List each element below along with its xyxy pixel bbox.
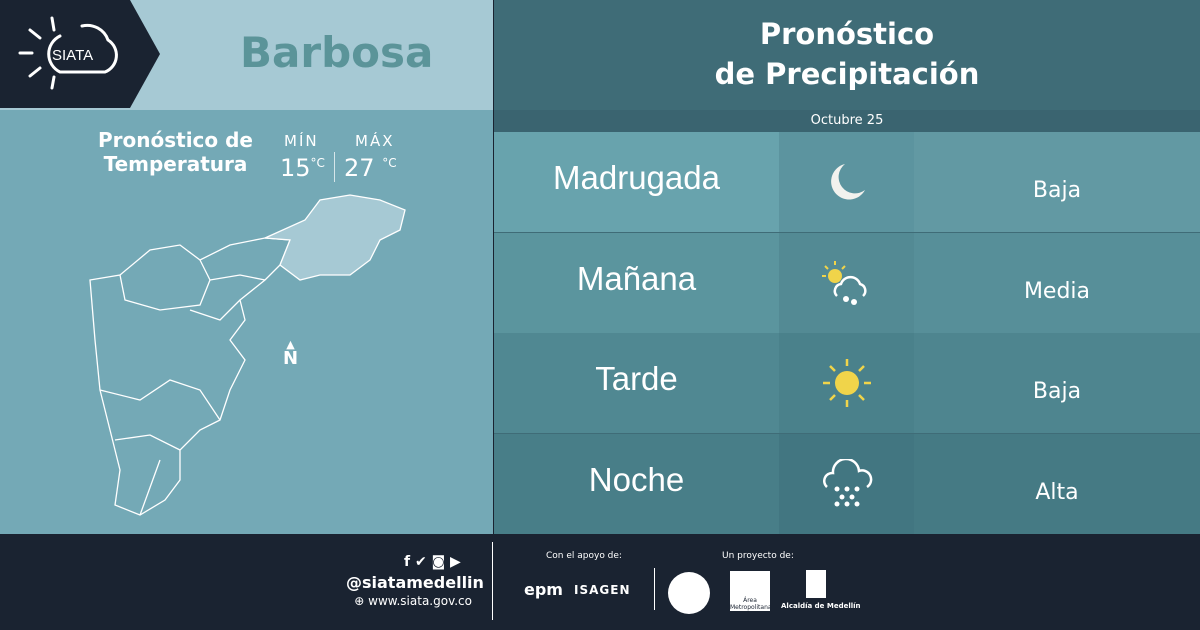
precipitation-title: Pronóstico de Precipitación <box>714 17 980 91</box>
precipitation-level: Baja <box>914 132 1200 232</box>
precipitation-level: Alta <box>914 434 1200 534</box>
project-label: Un proyecto de: <box>722 551 794 561</box>
forecast-row-manana: Mañana Media <box>494 233 1200 333</box>
precipitation-level: Baja <box>914 333 1200 433</box>
period-label: Tarde <box>494 333 779 433</box>
moon-icon <box>830 164 865 200</box>
sun-icon <box>822 359 871 407</box>
municipality-name: Barbosa <box>240 28 434 77</box>
precipitation-panel: Pronóstico de Precipitación Octubre 25 Ma… <box>494 0 1200 534</box>
max-label: MÁX <box>355 132 395 150</box>
social-handle[interactable]: @siatamedellin <box>346 573 484 592</box>
period-label: Noche <box>494 434 779 534</box>
forecast-row-madrugada: Madrugada Baja <box>494 132 1200 232</box>
forecast-date: Octubre 25 <box>494 110 1200 132</box>
cloud-heavy-rain-icon <box>822 459 872 507</box>
period-label: Madrugada <box>494 132 779 232</box>
logo-text: SIATA <box>52 47 93 64</box>
siata-logo: SIATA <box>0 0 160 108</box>
globe-icon: ⊕ <box>354 594 369 608</box>
min-label: MÍN <box>284 132 319 150</box>
max-temperature: 27 °C <box>344 154 397 182</box>
forecast-row-tarde: Tarde Baja <box>494 333 1200 433</box>
alcaldia-logo: Alcaldía de Medellín <box>781 602 861 610</box>
sun-cloud-rain-icon <box>821 261 867 305</box>
isagen-logo: ISAGEN <box>574 583 631 597</box>
epm-logo: epm <box>524 580 563 599</box>
social-icons[interactable]: f ✔ ◙ ▶ <box>404 554 461 570</box>
temperature-title: Pronóstico de Temperatura <box>98 128 253 176</box>
website-link[interactable]: ⊕ www.siata.gov.co <box>354 594 472 608</box>
forecast-row-noche: Noche Alta <box>494 434 1200 534</box>
university-seal <box>668 572 710 614</box>
alcaldia-crest <box>806 570 826 598</box>
support-label: Con el apoyo de: <box>546 551 622 561</box>
precipitation-level: Media <box>914 233 1200 333</box>
period-label: Mañana <box>494 233 779 333</box>
min-temperature: 15°C <box>280 154 325 182</box>
area-metropolitana-logo: Área Metropolitana <box>730 571 770 611</box>
north-indicator: ▲ N <box>283 338 299 369</box>
footer: f ✔ ◙ ▶ @siatamedellin ⊕ www.siata.gov.c… <box>0 534 1200 630</box>
map-panel: Pronóstico de Temperatura MÍN MÁX 15°C 27… <box>0 110 493 534</box>
municipality-map <box>89 194 406 516</box>
siata-logo-icon: SIATA <box>18 16 118 90</box>
